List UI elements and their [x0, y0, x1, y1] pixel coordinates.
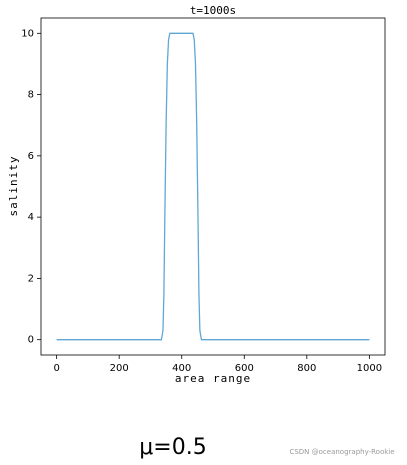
x-axis-label: area range	[175, 372, 251, 385]
watermark: CSDN @oceanography-Rookie	[289, 448, 394, 456]
x-tick-label: 800	[297, 363, 316, 374]
y-tick-label: 2	[28, 273, 34, 284]
x-tick-label: 400	[172, 363, 191, 374]
y-tick-label: 0	[28, 335, 34, 346]
x-tick-label: 1000	[357, 363, 382, 374]
chart-title: t=1000s	[190, 4, 236, 17]
y-tick-label: 4	[28, 212, 34, 223]
y-tick-label: 8	[28, 90, 34, 101]
y-axis-label: salinity	[7, 156, 20, 217]
plot-frame	[40, 17, 386, 356]
line	[56, 32, 370, 341]
x-tick-label: 600	[235, 363, 254, 374]
x-tick-label: 0	[53, 363, 59, 374]
x-tick-label: 200	[110, 363, 129, 374]
y-tick-label: 10	[21, 28, 34, 39]
caption: μ=0.5	[139, 435, 206, 460]
y-tick-label: 6	[28, 151, 34, 162]
